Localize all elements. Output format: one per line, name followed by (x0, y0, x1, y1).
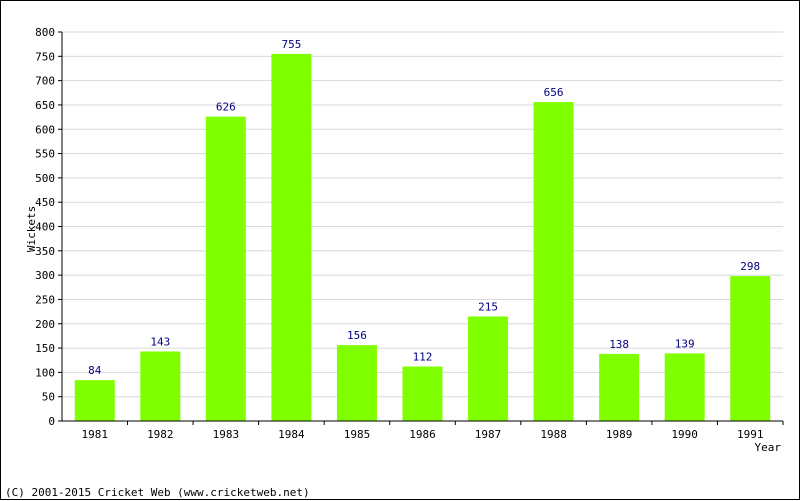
y-tick-label: 450 (35, 196, 55, 209)
y-tick-label: 250 (35, 293, 55, 306)
y-tick-label: 300 (35, 269, 55, 282)
bar (74, 380, 115, 421)
x-tick-label: 1982 (147, 428, 174, 441)
data-label: 626 (216, 101, 236, 114)
bar (336, 345, 377, 421)
y-axis-title: Wickets (25, 206, 38, 252)
y-tick-label: 650 (35, 99, 55, 112)
x-tick-label: 1990 (671, 428, 698, 441)
data-label: 112 (413, 351, 433, 364)
y-tick-label: 700 (35, 75, 55, 88)
bar (664, 353, 705, 421)
data-label: 755 (281, 38, 301, 51)
bar (140, 351, 181, 421)
data-label: 84 (88, 364, 102, 377)
x-axis-title: Year (755, 441, 782, 454)
bar (599, 353, 640, 421)
data-label: 138 (609, 338, 629, 351)
x-tick-label: 1989 (606, 428, 633, 441)
data-label: 215 (478, 300, 498, 313)
bar (730, 276, 771, 421)
data-label: 156 (347, 329, 367, 342)
data-label: 139 (675, 337, 695, 350)
data-label: 298 (740, 260, 760, 273)
y-tick-label: 50 (42, 391, 55, 404)
bars (74, 53, 771, 422)
grid-lines (62, 31, 783, 398)
y-tick-label: 550 (35, 148, 55, 161)
y-tick-label: 500 (35, 172, 55, 185)
bar (533, 102, 574, 422)
x-tick-label: 1988 (540, 428, 567, 441)
x-tick-label: 1983 (213, 428, 240, 441)
bar (402, 366, 443, 421)
x-tick-label: 1986 (409, 428, 436, 441)
y-tick-label: 350 (35, 245, 55, 258)
x-tick-label: 1984 (278, 428, 305, 441)
copyright-footer: (C) 2001-2015 Cricket Web (www.cricketwe… (5, 486, 310, 499)
bar (271, 53, 312, 421)
axes (58, 31, 784, 425)
x-tick-label: 1991 (737, 428, 764, 441)
y-tick-labels: 0 50 100 150 200 250 300 350 400 450 500 550 600 650 7… (35, 26, 55, 428)
data-label: 143 (150, 335, 170, 348)
bar (205, 116, 246, 422)
data-labels: 84 143 626 755 156 112 215 656 138 139 298 (88, 38, 760, 377)
y-tick-label: 100 (35, 366, 55, 379)
y-tick-label: 750 (35, 50, 55, 63)
x-tick-label: 1987 (475, 428, 502, 441)
y-tick-label: 400 (35, 221, 55, 234)
y-tick-label: 0 (48, 415, 55, 428)
x-tick-label: 1981 (82, 428, 109, 441)
y-tick-label: 600 (35, 123, 55, 136)
x-tick-labels: 1981 1982 1983 1984 1985 1986 1987 1988 1989 1990… (82, 428, 764, 441)
y-tick-label: 800 (35, 26, 55, 39)
bar (468, 316, 509, 421)
y-tick-label: 150 (35, 342, 55, 355)
y-tick-label: 200 (35, 318, 55, 331)
x-tick-label: 1985 (344, 428, 371, 441)
data-label: 656 (544, 86, 564, 99)
